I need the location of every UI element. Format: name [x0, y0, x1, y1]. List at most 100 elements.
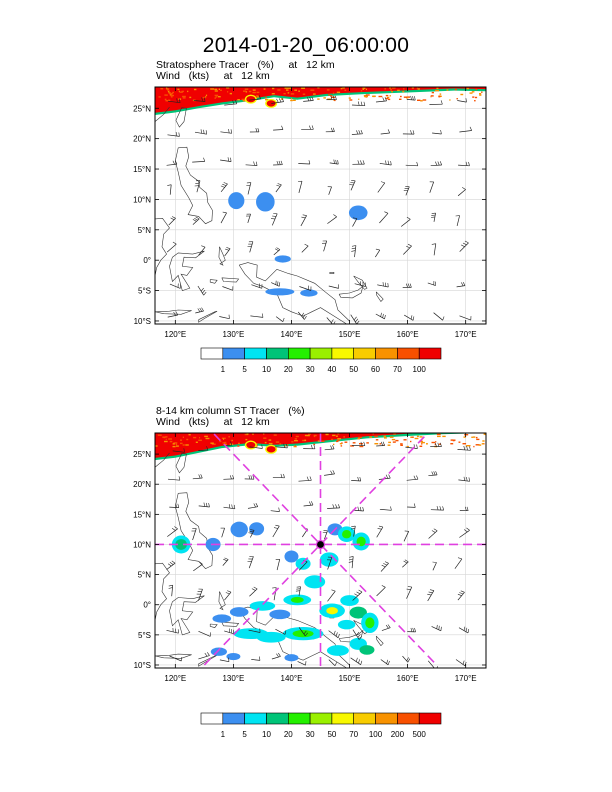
wind-barb-feather — [276, 653, 279, 658]
lat-label: 15°N — [133, 510, 151, 519]
tracer-speckle — [337, 439, 340, 441]
wind-barb-feather — [428, 591, 433, 594]
colorbar-swatch — [331, 712, 354, 725]
wind-barb-feather — [174, 526, 178, 530]
wind-barb-feather — [173, 311, 176, 316]
wind-barb — [432, 562, 437, 571]
wind-barb-feather — [460, 244, 465, 247]
tracer-speckle — [238, 442, 240, 445]
tracer-speckle — [419, 436, 423, 438]
tracer-speckle — [173, 442, 178, 444]
lat-label: 0° — [143, 256, 151, 265]
wind-barb-feather — [200, 287, 204, 292]
wind-barb-feather — [309, 501, 312, 506]
tracer-speckle — [438, 443, 441, 445]
wind-barb-feather — [463, 476, 465, 481]
tracer-blob — [226, 652, 241, 661]
coastline — [375, 291, 384, 302]
lon-label: 140°E — [281, 674, 303, 683]
wind-barb — [219, 659, 230, 663]
tracer-speckle — [177, 88, 180, 91]
wind-barb-feather — [226, 247, 231, 249]
wind-barb-feather — [384, 314, 386, 319]
wind-barb-feather — [307, 97, 310, 102]
wind-barb — [194, 131, 207, 135]
tracer-speckle — [263, 88, 266, 90]
tracer-blob — [256, 192, 275, 212]
wind-barb-feather — [332, 445, 335, 450]
coastline — [155, 309, 192, 315]
wind-barb-feather — [200, 474, 203, 479]
wind-barb-feather — [435, 442, 437, 447]
wind-barb — [375, 313, 385, 320]
tracer-speckle — [323, 97, 326, 99]
wind-barb-feather — [351, 247, 356, 250]
coastline — [155, 217, 170, 277]
wind-barb — [196, 180, 201, 193]
wind-barb-feather — [431, 243, 436, 245]
wind-barb-feather — [224, 557, 229, 560]
tracer-speckle — [422, 99, 427, 101]
wind-barb-feather — [385, 624, 389, 629]
wind-barb-feather — [170, 217, 175, 221]
tracer-speckle — [332, 434, 336, 437]
tracer-speckle — [411, 87, 414, 89]
tracer-speckle — [395, 439, 399, 442]
wind-barb — [328, 186, 332, 195]
tracer-speckle — [430, 95, 434, 97]
tracer-blob — [269, 609, 291, 620]
wind-barb-feather — [197, 308, 201, 313]
colorbar-swatch — [244, 712, 267, 725]
wind-barb — [192, 218, 200, 225]
tracer-speckle — [460, 93, 464, 96]
wind-barb — [350, 180, 356, 191]
wind-barb — [172, 450, 185, 453]
wind-barb — [222, 559, 229, 566]
lat-label: 5°S — [138, 631, 151, 640]
tracer-speckle — [205, 437, 210, 440]
wind-barb-feather — [406, 588, 411, 590]
wind-barb-feather — [171, 560, 176, 564]
tracer-speckle — [340, 445, 343, 447]
wind-barb — [400, 219, 411, 227]
colorbar-label: 50 — [327, 730, 336, 739]
tracer-speckle — [182, 95, 186, 98]
wind-barb-feather — [278, 652, 281, 657]
wind-barb-feather — [410, 130, 412, 135]
wind-barb — [433, 243, 437, 256]
tracer-speckle — [471, 436, 473, 438]
tracer-speckle — [286, 89, 289, 91]
lat-label: 15°N — [133, 165, 151, 174]
tracer-speckle — [302, 93, 306, 95]
wind-barb-feather — [308, 160, 311, 165]
wind-barb — [219, 316, 230, 320]
tracer-speckle — [475, 96, 478, 99]
wind-barb-feather — [206, 502, 208, 507]
tracer-speckle — [313, 443, 316, 446]
wind-barb-feather — [335, 95, 337, 100]
wind-barb — [405, 446, 418, 449]
tracer-speckle — [476, 438, 480, 441]
wind-barb — [402, 655, 409, 663]
tracer-speckle — [391, 438, 396, 441]
wind-barb — [352, 218, 358, 227]
wind-barb-feather — [406, 657, 409, 661]
lon-label: 140°E — [281, 330, 303, 339]
tracer-speckle — [277, 89, 281, 91]
colorbar-label: 200 — [391, 730, 405, 739]
wind-barb-feather — [225, 248, 229, 251]
wind-barb-feather — [431, 214, 436, 216]
wind-barb — [303, 504, 314, 507]
tracer-speckle — [167, 89, 169, 91]
colorbar-label: 5 — [242, 730, 247, 739]
tracer-speckle — [420, 100, 423, 102]
tracer-speckle — [321, 440, 325, 442]
wind-barb-feather — [304, 316, 307, 320]
wind-barb — [376, 587, 386, 597]
wind-barb-feather — [460, 590, 465, 593]
wind-barb-feather — [431, 212, 436, 214]
tracer-speckle — [400, 443, 403, 445]
colorbar-swatch — [418, 712, 442, 725]
wind-barb — [327, 590, 336, 602]
tracer-speckle — [164, 98, 167, 101]
